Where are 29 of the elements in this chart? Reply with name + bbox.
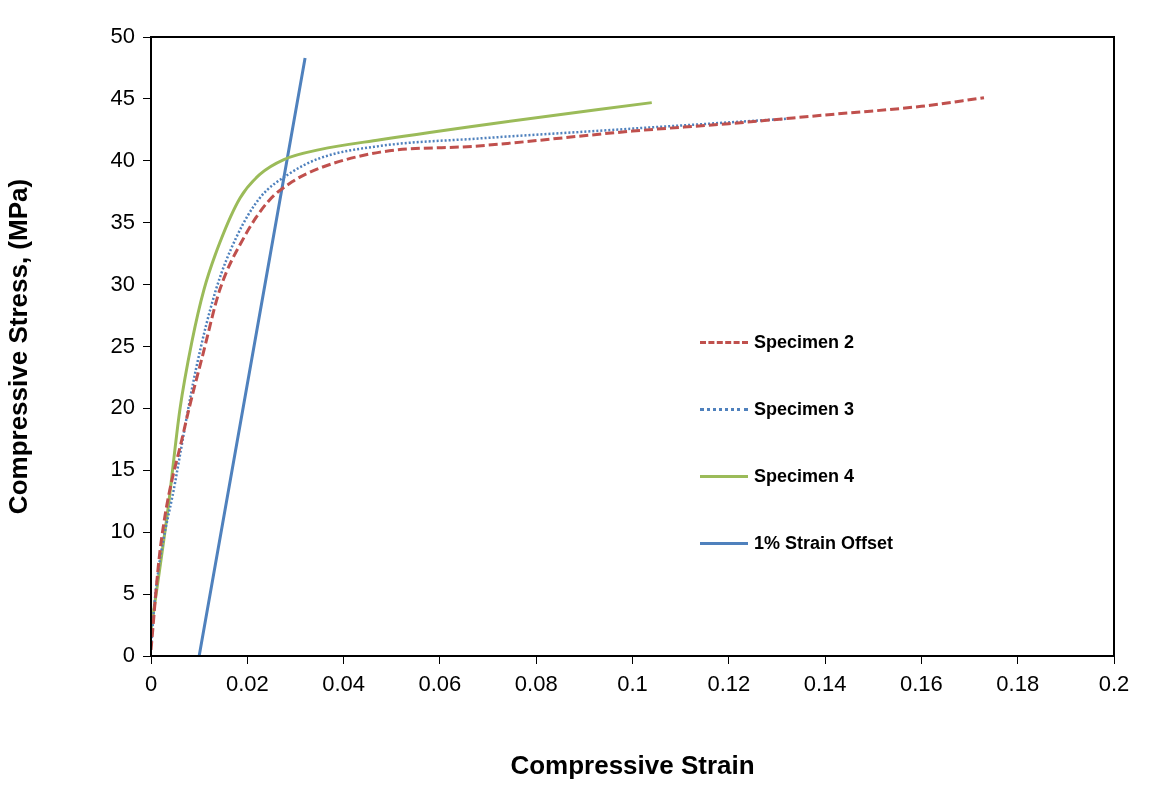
legend-label: Specimen 3 [754,398,855,420]
legend-label: 1% Strain Offset [754,532,894,554]
y-tick-label: 30 [110,270,135,296]
x-tick-label: 0.12 [707,671,751,697]
y-tick-label: 20 [110,394,135,420]
x-tick-label: 0.16 [899,671,943,697]
y-tick-label: 25 [110,332,135,358]
y-tick-label: 40 [110,146,135,172]
y-tick-label: 45 [110,84,135,110]
legend-label: Specimen 2 [754,331,855,353]
x-tick-label: 0.2 [1098,671,1130,697]
x-tick-label: 0 [144,671,158,697]
y-tick-label: 10 [110,518,135,544]
x-axis-title: Compressive Strain [510,749,755,780]
x-tick-label: 0.08 [514,671,558,697]
y-tick-label: 5 [122,580,135,606]
y-axis-title: Compressive Stress, (MPa) [2,178,33,515]
legend-label: Specimen 4 [754,465,855,487]
line-series [151,96,986,652]
x-tick-label: 0.04 [322,671,366,697]
x-tick-label: 0.06 [418,671,462,697]
x-tick-label: 0.14 [803,671,847,697]
y-tick-label: 15 [110,456,135,482]
x-tick-label: 0.02 [225,671,269,697]
x-tick-label: 0.1 [617,671,648,697]
y-tick-label: 0 [122,642,135,668]
y-tick-label: 50 [110,23,135,49]
x-tick-label: 0.18 [996,671,1040,697]
y-tick-label: 35 [110,208,135,234]
